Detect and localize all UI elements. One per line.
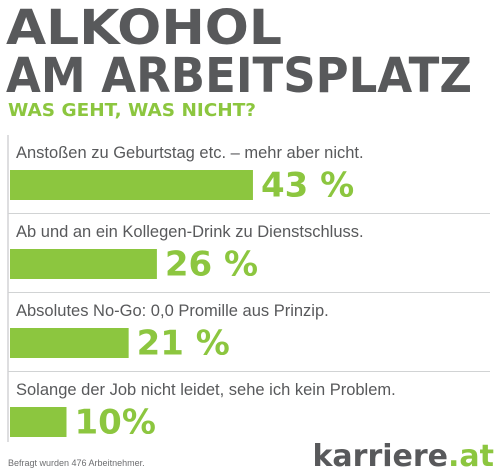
category-label: Anstoßen zu Geburtstag etc. – mehr aber … [16, 144, 364, 162]
value-label: 26 % [165, 245, 258, 285]
bar [10, 328, 129, 358]
category-label: Solange der Job nicht leidet, sehe ich k… [16, 381, 396, 399]
chart-title: AM ARBEITSPLATZ [6, 48, 472, 104]
logo-suffix: .at [448, 439, 494, 474]
logo: karriere.at [312, 439, 494, 474]
value-label: 21 % [137, 324, 230, 364]
bar [10, 170, 253, 200]
category-label: Absolutes No-Go: 0,0 Promille aus Prinzi… [16, 302, 329, 320]
value-label: 10% [75, 403, 156, 443]
logo-name: karriere [312, 439, 448, 474]
bar [10, 407, 67, 437]
value-label: 43 % [261, 166, 354, 206]
bar [10, 249, 157, 279]
chart-subtitle: WAS GEHT, WAS NICHT? [8, 100, 256, 121]
chart-title: ALKOHOL [6, 0, 282, 56]
footnote: Befragt wurden 476 Arbeitnehmer. [8, 458, 145, 468]
category-label: Ab und an ein Kollegen-Drink zu Dienstsc… [16, 223, 364, 241]
